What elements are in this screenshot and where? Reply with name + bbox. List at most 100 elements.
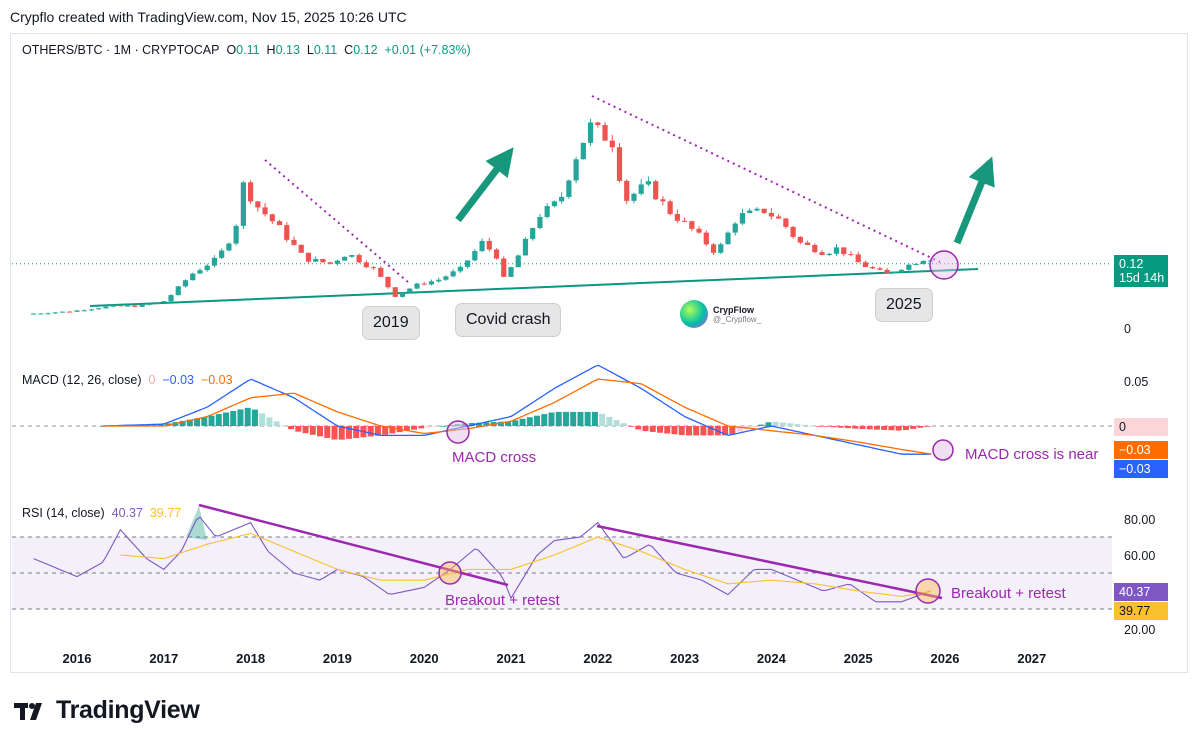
candle-body bbox=[920, 260, 926, 264]
low-value: 0.11 bbox=[313, 43, 338, 57]
candle-body bbox=[913, 263, 919, 265]
candle-body bbox=[819, 252, 825, 255]
macd-histogram-bar bbox=[345, 426, 352, 439]
candle-body bbox=[233, 225, 239, 244]
macd-histogram-bar bbox=[722, 426, 729, 436]
rsi-line bbox=[33, 516, 931, 603]
macd-histogram-bar bbox=[244, 407, 251, 426]
candle-body bbox=[530, 228, 536, 239]
macd-histogram-bar bbox=[150, 424, 157, 426]
callout-2019: 2019 bbox=[362, 306, 420, 340]
candle-body bbox=[450, 271, 456, 277]
macd-histogram-bar bbox=[389, 426, 396, 434]
year-label: 2019 bbox=[322, 651, 352, 666]
price-legend: OTHERS/BTC · 1M · CRYPTOCAP O0.11 H0.13 … bbox=[22, 43, 471, 57]
macd-histogram-bar bbox=[374, 426, 381, 436]
candle-body bbox=[674, 214, 680, 221]
candle-body bbox=[59, 311, 66, 313]
candle-body bbox=[624, 180, 630, 201]
author-name: CrypFlow bbox=[713, 304, 755, 315]
tradingview-logo[interactable]: TradingView bbox=[14, 696, 200, 725]
macd-histogram-bar bbox=[924, 426, 931, 427]
change-value: +0.01 (+7.83%) bbox=[384, 43, 471, 57]
candle-body bbox=[240, 182, 246, 226]
candle-body bbox=[761, 208, 767, 213]
rsi-ma-tag: 39.77 bbox=[1114, 602, 1168, 620]
macd-histogram-bar bbox=[693, 426, 700, 436]
uptrend-arrow-2021-head bbox=[485, 147, 514, 178]
candle-body bbox=[660, 199, 666, 202]
candle-body bbox=[472, 251, 478, 261]
candle-body bbox=[616, 147, 623, 181]
author-avatar bbox=[680, 300, 708, 328]
macd-histogram-bar bbox=[613, 420, 620, 426]
candle-body bbox=[877, 268, 883, 270]
macd-histogram-bar bbox=[584, 411, 591, 426]
candle-body bbox=[710, 244, 717, 253]
candle-body bbox=[508, 267, 514, 277]
macd-histogram-bar bbox=[888, 426, 895, 431]
macd-histogram-bar bbox=[548, 412, 555, 426]
candle-body bbox=[146, 303, 152, 305]
macd-histogram-bar bbox=[736, 426, 743, 432]
rsi-breakout-circle-1 bbox=[438, 561, 462, 585]
macd-histogram-bar bbox=[223, 412, 230, 426]
candle-body bbox=[515, 255, 521, 268]
year-label: 2020 bbox=[409, 651, 439, 666]
year-label: 2024 bbox=[756, 651, 786, 666]
macd-histogram-bar bbox=[837, 426, 844, 428]
macd-histogram-bar bbox=[816, 426, 823, 427]
candle-body bbox=[790, 226, 796, 237]
year-label: 2022 bbox=[583, 651, 613, 666]
candle-body bbox=[595, 122, 601, 126]
candle-body bbox=[182, 280, 189, 287]
open-label: O bbox=[226, 43, 237, 57]
rsi-axis-60: 60.00 bbox=[1124, 549, 1156, 563]
macd-legend: MACD (12, 26, close) 0 −0.03 −0.03 bbox=[22, 373, 233, 387]
candle-body bbox=[284, 225, 290, 240]
candle-body bbox=[551, 201, 557, 207]
candle-body bbox=[689, 221, 695, 229]
rsi-ma-line bbox=[120, 532, 931, 597]
macd-histogram-bar bbox=[280, 425, 287, 427]
candle-body bbox=[88, 309, 95, 311]
macd-histogram-bar bbox=[599, 413, 606, 426]
macd-histogram-bar bbox=[859, 426, 866, 430]
candle-body bbox=[125, 305, 131, 307]
macd-cross-near-circle bbox=[932, 439, 954, 461]
candle-body bbox=[667, 201, 673, 215]
callout-covid-crash: Covid crash bbox=[455, 303, 562, 337]
macd-histogram-bar bbox=[570, 411, 577, 426]
candle-body bbox=[356, 255, 362, 263]
year-label: 2021 bbox=[496, 651, 526, 666]
candle-body bbox=[153, 302, 160, 304]
rsi-band-background bbox=[12, 537, 1112, 609]
macd-name[interactable]: MACD (12, 26, close) bbox=[22, 373, 142, 387]
symbol-label[interactable]: OTHERS/BTC · 1M · CRYPTOCAP bbox=[22, 43, 220, 57]
rsi-name[interactable]: RSI (14, close) bbox=[22, 506, 105, 520]
macd-histogram-bar bbox=[338, 426, 345, 440]
candle-body bbox=[457, 266, 463, 272]
macd-histogram-bar bbox=[497, 421, 504, 426]
candle-body bbox=[645, 181, 652, 185]
candle-body bbox=[161, 301, 167, 303]
macd-histogram-bar bbox=[794, 424, 801, 426]
candle-body bbox=[870, 267, 876, 269]
macd-histogram-bar bbox=[649, 426, 656, 432]
candle-body bbox=[378, 267, 384, 277]
candle-body bbox=[45, 313, 51, 315]
candle-body bbox=[327, 262, 333, 264]
high-value: 0.13 bbox=[275, 43, 300, 57]
candle-body bbox=[276, 221, 283, 226]
candle-body bbox=[631, 193, 637, 201]
macd-histogram-bar bbox=[664, 426, 671, 434]
year-label: 2016 bbox=[62, 651, 92, 666]
candle-body bbox=[501, 258, 507, 277]
rsi-value-tag: 40.37 bbox=[1114, 583, 1168, 601]
macd-histogram-bar bbox=[295, 426, 302, 432]
bar-countdown: 15d 14h bbox=[1119, 271, 1165, 285]
uptrend-arrow-2026-head bbox=[968, 156, 995, 188]
year-label: 2023 bbox=[670, 651, 700, 666]
macd-histogram-bar bbox=[317, 426, 324, 437]
